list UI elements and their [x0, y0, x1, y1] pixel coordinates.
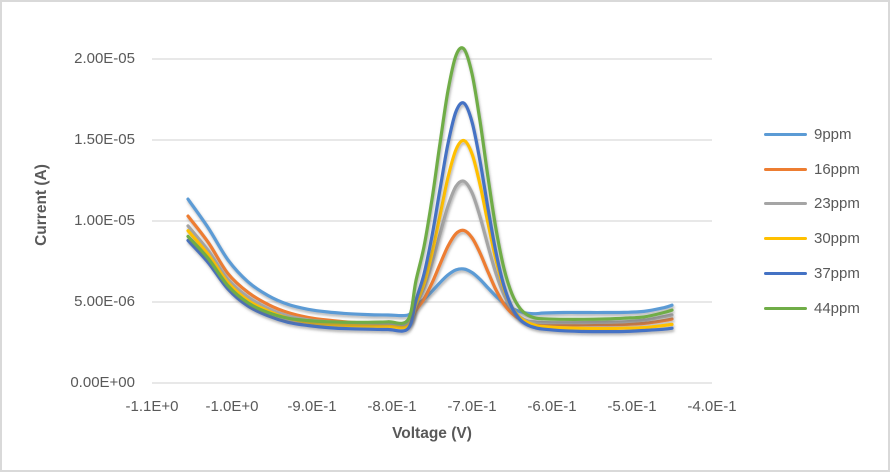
legend-item-30ppm[interactable]: 30ppm: [764, 221, 860, 256]
y-tick-label: 1.00E-05: [74, 212, 135, 229]
x-tick-label: -1.1E+0: [125, 398, 179, 415]
legend-line-swatch: [764, 202, 807, 206]
y-axis-title: Current (A): [33, 164, 50, 246]
series-line-44ppm[interactable]: [186, 46, 674, 325]
legend-label-37ppm: 37ppm: [814, 264, 860, 282]
series-line-9ppm[interactable]: [186, 197, 674, 318]
series-line-16ppm[interactable]: [186, 214, 674, 327]
y-tick-label: 0.00E+00: [70, 374, 135, 391]
x-tick-label: -6.0E-1: [527, 398, 577, 415]
legend: 9ppm 16ppm 23ppm 30ppm 37ppm 44ppm: [764, 117, 860, 326]
legend-line-swatch: [764, 167, 807, 171]
legend-item-16ppm[interactable]: 16ppm: [764, 152, 860, 187]
legend-label-23ppm: 23ppm: [814, 195, 860, 213]
x-axis-title: Voltage (V): [392, 425, 472, 442]
y-tick-label: 5.00E-06: [74, 293, 135, 310]
legend-line-swatch: [764, 306, 807, 310]
legend-item-23ppm[interactable]: 23ppm: [764, 187, 860, 222]
legend-line-swatch: [764, 237, 807, 241]
x-tick-label: -9.0E-1: [287, 398, 337, 415]
y-tick-label: 2.00E-05: [74, 50, 135, 67]
legend-item-44ppm[interactable]: 44ppm: [764, 291, 860, 326]
x-tick-label: -7.0E-1: [447, 398, 497, 415]
x-tick-label: -4.0E-1: [687, 398, 737, 415]
legend-line-swatch: [764, 271, 807, 275]
x-tick-label: -1.0E+0: [205, 398, 259, 415]
x-tick-label: -5.0E-1: [607, 398, 657, 415]
y-tick-label: 1.50E-05: [74, 131, 135, 148]
x-tick-label: -8.0E-1: [367, 398, 417, 415]
legend-item-37ppm[interactable]: 37ppm: [764, 256, 860, 291]
legend-label-9ppm: 9ppm: [814, 125, 852, 143]
legend-label-44ppm: 44ppm: [814, 299, 860, 317]
legend-line-swatch: [764, 132, 807, 136]
legend-label-30ppm: 30ppm: [814, 230, 860, 248]
legend-label-16ppm: 16ppm: [814, 160, 860, 178]
series-line-37ppm[interactable]: [186, 101, 674, 334]
legend-item-9ppm[interactable]: 9ppm: [764, 117, 860, 152]
